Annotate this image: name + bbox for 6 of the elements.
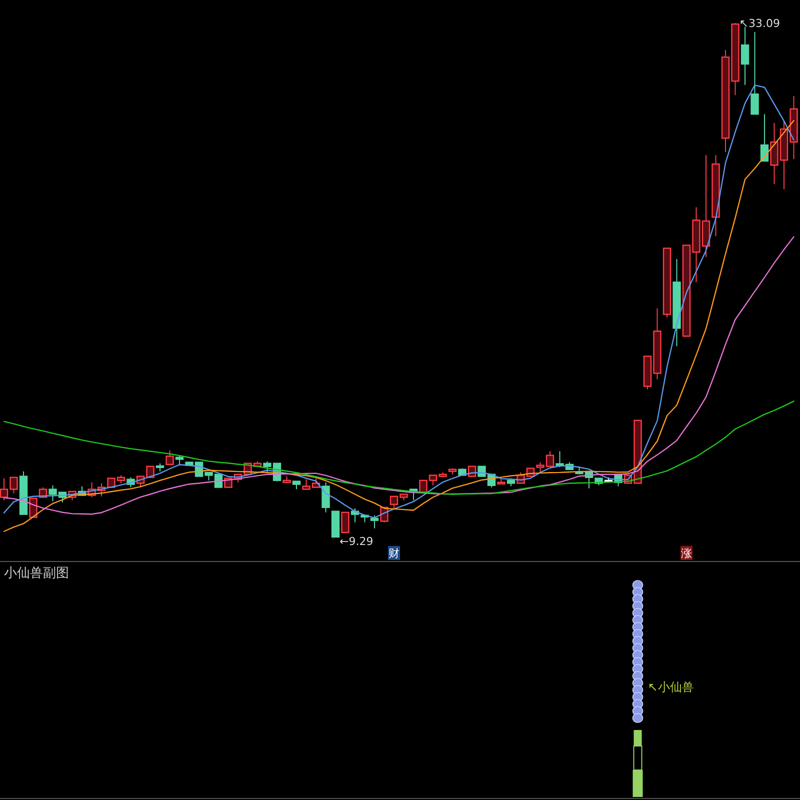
text: 小仙兽副图 — [4, 566, 69, 581]
text: 涨 — [681, 547, 692, 560]
annotation: ↖33.09 — [739, 17, 780, 30]
annotation: ←9.29 — [340, 535, 374, 548]
text: ↖小仙兽 — [648, 680, 694, 694]
text: 财 — [388, 547, 400, 560]
